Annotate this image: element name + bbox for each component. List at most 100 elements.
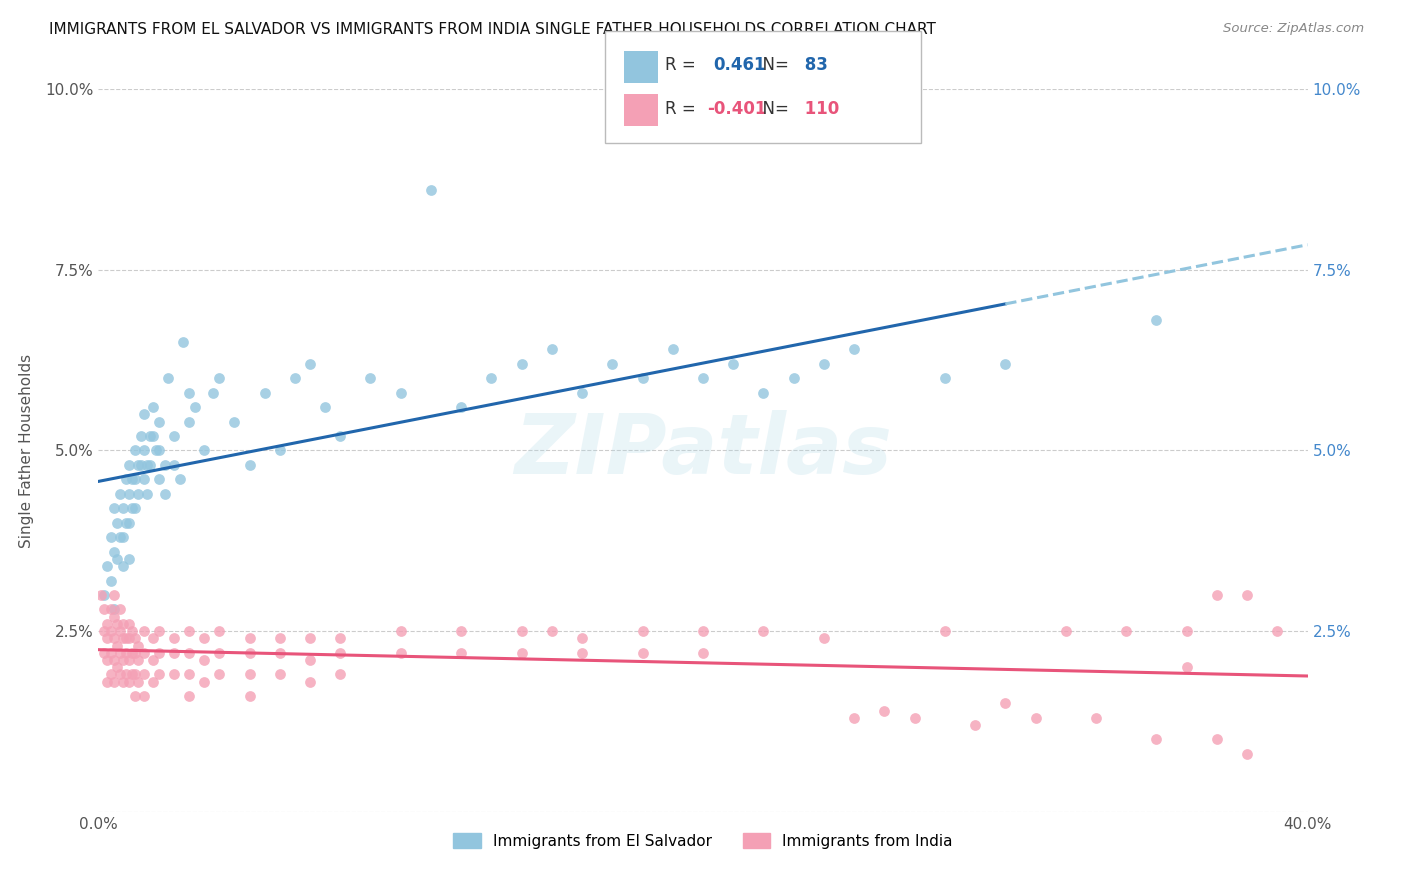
Point (108, 602, 131, 616)
Point (114, 646, 136, 660)
Point (124, 501, 146, 516)
Point (844, 711, 866, 725)
Point (100, 646, 122, 660)
Point (269, 632, 291, 646)
Text: N=: N= (752, 56, 789, 74)
Point (142, 632, 165, 646)
Point (631, 624, 654, 639)
Point (96, 632, 118, 646)
Point (153, 487, 176, 501)
Point (389, 385, 412, 400)
Point (103, 588, 125, 602)
Point (934, 624, 956, 639)
Point (163, 458, 186, 472)
Point (148, 415, 170, 429)
Point (105, 616, 128, 631)
Point (103, 544, 125, 558)
Point (299, 357, 322, 371)
Point (121, 501, 143, 516)
Point (142, 674, 165, 689)
Point (96, 616, 118, 631)
Point (127, 458, 149, 472)
Point (96, 559, 118, 574)
Point (132, 646, 155, 660)
Text: R =: R = (665, 100, 702, 118)
Point (103, 674, 125, 689)
Point (111, 674, 134, 689)
Point (127, 674, 149, 689)
Point (124, 667, 146, 681)
Point (108, 667, 131, 681)
Text: N=: N= (752, 100, 789, 118)
Point (752, 624, 775, 639)
Point (813, 632, 835, 646)
Text: Source: ZipAtlas.com: Source: ZipAtlas.com (1223, 22, 1364, 36)
Point (193, 653, 215, 667)
Point (148, 646, 170, 660)
Point (510, 357, 533, 371)
Point (90, 588, 112, 602)
Point (314, 400, 336, 414)
Point (193, 674, 215, 689)
Point (172, 334, 194, 349)
Point (135, 487, 157, 501)
Point (111, 501, 134, 516)
Point (114, 516, 136, 530)
Point (105, 516, 128, 530)
Point (124, 443, 146, 458)
Point (239, 667, 262, 681)
Point (111, 653, 134, 667)
Text: -0.401: -0.401 (707, 100, 766, 118)
Point (329, 632, 352, 646)
Point (1024, 711, 1046, 725)
Point (813, 357, 835, 371)
Point (329, 429, 352, 443)
Point (692, 624, 714, 639)
Point (114, 632, 136, 646)
Point (129, 429, 152, 443)
Text: 0.461: 0.461 (713, 56, 765, 74)
Point (269, 443, 291, 458)
Point (510, 646, 533, 660)
Point (752, 385, 775, 400)
Point (127, 653, 149, 667)
Point (93, 624, 115, 639)
Point (114, 472, 136, 486)
Point (208, 667, 231, 681)
Point (108, 487, 131, 501)
Point (208, 371, 231, 385)
Point (105, 660, 128, 674)
Point (571, 385, 593, 400)
Point (103, 653, 125, 667)
Point (1144, 313, 1167, 327)
Point (145, 443, 167, 458)
Point (148, 667, 170, 681)
Point (111, 632, 134, 646)
Point (96, 674, 118, 689)
Point (631, 646, 654, 660)
Point (114, 667, 136, 681)
Point (202, 385, 225, 400)
Point (129, 458, 152, 472)
Point (540, 624, 562, 639)
Point (1206, 732, 1229, 747)
Point (1175, 660, 1198, 674)
Point (450, 646, 472, 660)
Point (481, 371, 503, 385)
Point (873, 704, 896, 718)
Point (602, 357, 624, 371)
Point (105, 551, 128, 566)
Point (269, 667, 291, 681)
Point (1054, 624, 1077, 639)
Point (360, 371, 382, 385)
Point (142, 653, 165, 667)
Point (239, 689, 262, 703)
Point (121, 646, 143, 660)
Point (111, 530, 134, 544)
Point (239, 458, 262, 472)
Point (389, 624, 412, 639)
Text: IMMIGRANTS FROM EL SALVADOR VS IMMIGRANTS FROM INDIA SINGLE FATHER HOUSEHOLDS CO: IMMIGRANTS FROM EL SALVADOR VS IMMIGRANT… (49, 22, 936, 37)
Point (450, 400, 472, 414)
Point (269, 646, 291, 660)
Point (100, 574, 122, 588)
